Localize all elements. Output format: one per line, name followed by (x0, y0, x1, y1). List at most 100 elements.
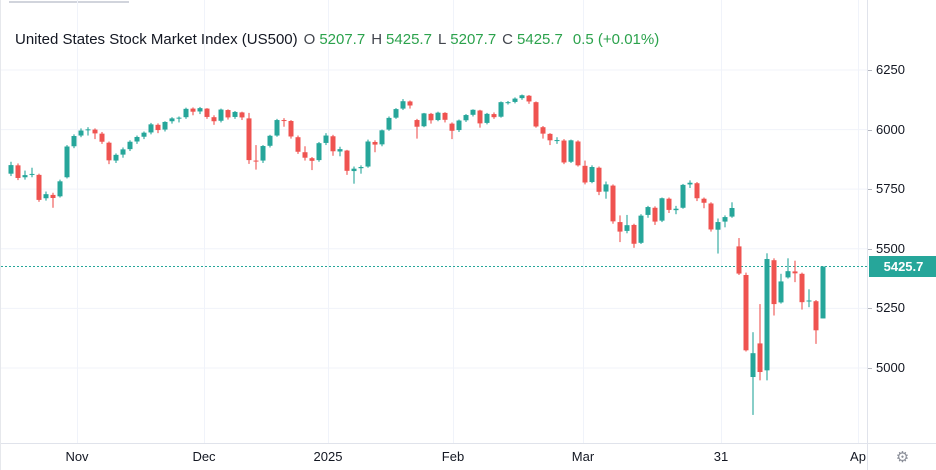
candle-body (764, 259, 770, 371)
candle-body (561, 140, 567, 163)
price-tick-label: 6000 (876, 121, 905, 137)
candle-body (771, 260, 777, 305)
candle-body (260, 146, 266, 161)
candle-body (617, 222, 623, 232)
price-tick-label: 5750 (876, 181, 905, 197)
candle-body (302, 152, 308, 158)
candle-body (806, 300, 812, 302)
close-label: C (502, 31, 514, 48)
change-value: 0.5 (+0.01%) (572, 31, 660, 48)
candle-body (484, 113, 490, 123)
axis-corner: ⚙ (867, 443, 936, 470)
high-value: 5425.7 (386, 31, 432, 48)
candle-body (190, 108, 196, 112)
candle-body (582, 165, 588, 183)
candle-body (309, 158, 315, 161)
candle-body (78, 130, 84, 136)
candle-body (498, 102, 504, 117)
open-label: O (303, 31, 316, 48)
candle-body (519, 95, 525, 99)
candle-body (365, 141, 371, 167)
candle-body (778, 281, 784, 303)
candle-body (148, 124, 154, 133)
candle-body (29, 173, 35, 175)
candle-body (575, 141, 581, 166)
candle-body (491, 114, 497, 118)
candle-body (547, 133, 553, 141)
candle-body (197, 108, 203, 112)
candle-body (449, 123, 455, 131)
time-axis-label: Nov (65, 449, 89, 464)
candle-body (253, 160, 259, 162)
candle-body (680, 184, 686, 208)
candle-body (533, 102, 539, 127)
price-axis[interactable]: 6250 6000 5750 5500 5250 5000 5425.7 (867, 0, 936, 443)
chart-canvas[interactable] (1, 0, 867, 443)
candle-body (85, 129, 91, 131)
candle-body (204, 108, 210, 117)
candle-body (323, 135, 329, 143)
candle-body (337, 149, 343, 152)
candle-body (232, 111, 238, 117)
candle-body (743, 274, 749, 351)
candle-body (162, 121, 168, 130)
candle-body (589, 167, 595, 183)
candle-body (316, 143, 322, 161)
symbol-title[interactable]: United States Stock Market Index (US500) (15, 31, 298, 48)
candle-body (673, 208, 679, 211)
tick-dash (868, 129, 872, 131)
candle-body (652, 207, 658, 222)
candle-body (92, 129, 98, 134)
candle-body (134, 136, 140, 142)
candle-body (736, 246, 742, 274)
candle-body (183, 108, 189, 118)
candle-body (666, 198, 672, 210)
candle-body (393, 109, 399, 118)
time-axis-label: Feb (441, 449, 465, 464)
candle-body (400, 101, 406, 109)
candle-body (813, 301, 819, 331)
candle-body (155, 124, 161, 131)
candle-body (351, 168, 357, 172)
low-label: L (437, 31, 447, 48)
candle-body (414, 120, 420, 127)
close-value: 5425.7 (517, 31, 563, 48)
candle-body (603, 184, 609, 192)
candle-body (379, 130, 385, 145)
candle-body (274, 120, 280, 136)
candle-body (820, 266, 826, 319)
candle-body (715, 222, 721, 230)
candle-body (8, 165, 14, 174)
candle-body (442, 112, 448, 120)
pane-top-divider (9, 1, 129, 3)
candle-body (358, 167, 364, 169)
candle-body (407, 101, 413, 106)
candle-body (176, 117, 182, 119)
candle-body (372, 141, 378, 145)
candle-body (750, 353, 756, 378)
candle-body (330, 136, 336, 152)
time-axis-label: Mar (571, 449, 595, 464)
candle-body (246, 118, 252, 161)
candle-body (596, 167, 602, 192)
candle-body (526, 95, 532, 102)
time-axis-label: Ap (850, 449, 866, 464)
candle-body (36, 174, 42, 200)
candle-body (799, 273, 805, 303)
candle-body (568, 140, 574, 162)
candle-body (15, 165, 21, 178)
candle-body (708, 203, 714, 230)
settings-gear-icon[interactable]: ⚙ (895, 448, 910, 466)
candle-body (757, 343, 763, 373)
candle-body (239, 112, 245, 118)
open-value: 5207.7 (319, 31, 366, 48)
symbol-legend: United States Stock Market Index (US500)… (15, 31, 659, 48)
price-tick-label: 5000 (876, 359, 905, 375)
candle-body (57, 181, 63, 197)
candle-body (456, 120, 462, 131)
price-tick-label: 5500 (876, 240, 905, 256)
candle-body (638, 215, 644, 243)
tick-dash (868, 69, 872, 71)
time-axis[interactable]: Nov Dec 2025 Feb Mar 31 Ap (1, 443, 867, 470)
